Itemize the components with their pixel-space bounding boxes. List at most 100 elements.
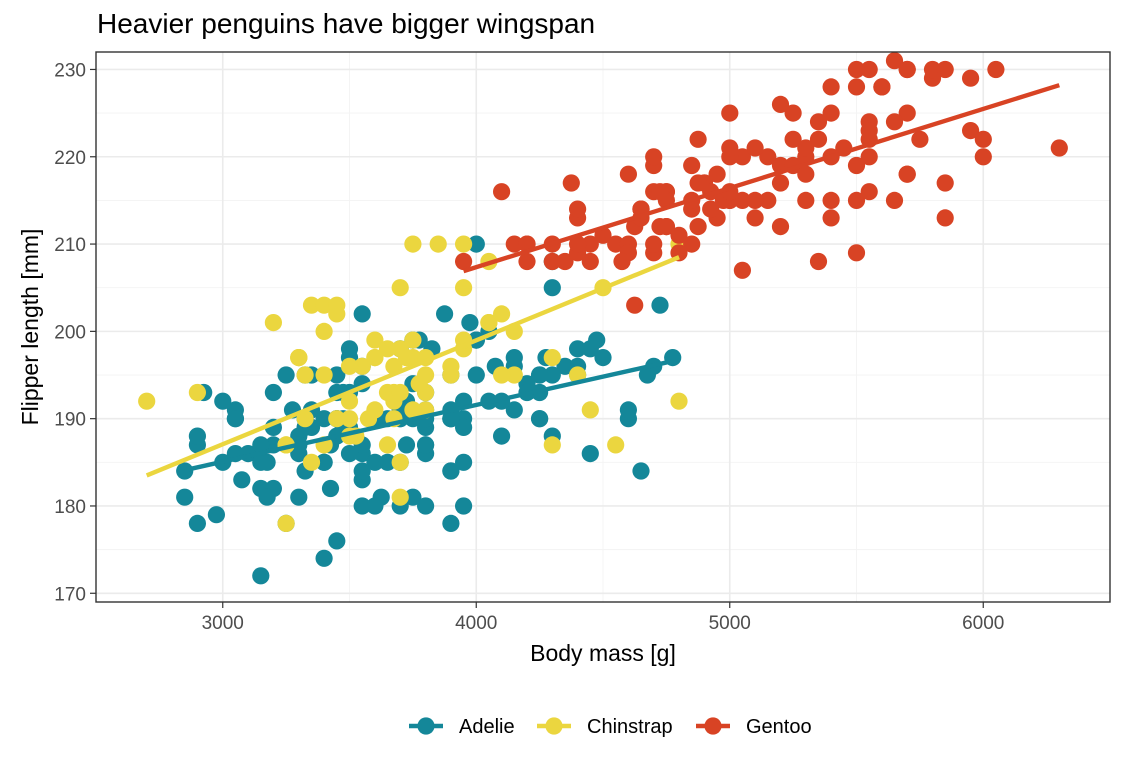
adelie-legend-label: Adelie [459, 716, 515, 738]
adelie-point [290, 488, 308, 506]
adelie-point [353, 305, 371, 323]
gentoo-legend-key-point [704, 717, 722, 735]
grid [95, 52, 1111, 602]
chinstrap-point [455, 279, 473, 297]
adelie-point [264, 383, 282, 402]
gentoo-point [733, 191, 752, 209]
y-tick-label: 200 [54, 322, 86, 343]
chinstrap-legend-label: Chinstrap [587, 716, 673, 738]
adelie-point [328, 532, 346, 550]
gentoo-point [721, 104, 739, 122]
adelie-point [505, 349, 523, 367]
adelie-point [214, 392, 232, 410]
adelie-point [581, 445, 599, 463]
y-tick-label: 190 [54, 410, 86, 431]
adelie-point [315, 410, 333, 428]
chinstrap-point [404, 401, 422, 419]
chinstrap-point [378, 436, 397, 454]
gentoo-point [708, 165, 726, 183]
gentoo-point [746, 191, 764, 209]
chinstrap-point [391, 453, 409, 471]
chinstrap-point [340, 410, 359, 428]
adelie-point [594, 349, 612, 367]
adelie-point [404, 488, 422, 506]
chinstrap-point [315, 296, 333, 314]
adelie-point [258, 488, 276, 506]
y-tick-label: 170 [54, 584, 86, 605]
adelie-point [258, 453, 276, 471]
gentoo-point [683, 235, 701, 253]
adelie-point [442, 514, 460, 533]
gentoo-point [689, 130, 707, 148]
gentoo-point [683, 156, 701, 175]
gentoo-point [822, 104, 840, 122]
gentoo-point [822, 209, 840, 227]
chinstrap-point [366, 331, 384, 349]
gentoo-point [860, 122, 878, 140]
adelie-point [442, 410, 460, 428]
gentoo-point [784, 130, 802, 148]
gentoo-point [613, 252, 631, 271]
adelie-point [176, 488, 194, 506]
gentoo-point [936, 209, 954, 227]
gentoo-point [746, 139, 764, 157]
gentoo-point [898, 165, 916, 183]
chinstrap-point [315, 366, 333, 384]
chinstrap-point [455, 235, 473, 253]
adelie-point [321, 479, 340, 498]
chinstrap-point [670, 392, 688, 410]
y-tick-label: 180 [54, 497, 86, 518]
chinstrap-point [505, 366, 523, 384]
gentoo-point [746, 209, 764, 227]
gentoo-point [784, 104, 802, 122]
gentoo-point [797, 139, 815, 157]
adelie-point [233, 471, 251, 489]
chinstrap-point [366, 401, 384, 419]
gentoo-point [822, 78, 840, 96]
gentoo-point [455, 252, 473, 271]
gentoo-point [689, 218, 707, 236]
chinstrap-point [340, 392, 359, 410]
gentoo-point [809, 113, 828, 131]
y-axis-title: Flipper length [mm] [17, 229, 43, 426]
chinstrap-point [429, 235, 447, 253]
gentoo-point [911, 130, 929, 148]
adelie-point [531, 366, 549, 384]
gentoo-point [847, 244, 866, 262]
legend: Adelie Chinstrap Gentoo [409, 716, 812, 738]
gentoo-point [569, 235, 587, 253]
gentoo-point [847, 78, 866, 96]
gentoo-point [581, 235, 599, 253]
gentoo-point [962, 69, 980, 87]
gentoo-point [651, 183, 669, 201]
chinstrap-point [328, 296, 346, 314]
chinstrap-point [442, 366, 460, 384]
gentoo-point [822, 191, 840, 209]
gentoo-point [936, 174, 954, 192]
adelie-point [569, 340, 587, 358]
adelie-point [556, 357, 574, 375]
adelie-point [353, 497, 371, 515]
gentoo-point [923, 60, 942, 79]
gentoo-point [898, 104, 916, 122]
gentoo-point [885, 191, 904, 209]
gentoo-point [569, 200, 587, 218]
chinstrap-point [391, 488, 409, 506]
adelie-point [315, 453, 333, 471]
adelie-point [366, 497, 384, 515]
chinstrap-point [480, 314, 498, 332]
chinstrap-point [188, 383, 206, 402]
adelie-point [378, 453, 397, 471]
gentoo-point [873, 78, 891, 96]
adelie-point [366, 453, 384, 471]
chinstrap-point [607, 436, 625, 454]
adelie-point [252, 567, 270, 585]
adelie-point [417, 497, 435, 515]
gentoo-point [885, 52, 904, 70]
adelie-point [531, 410, 549, 428]
adelie-point [543, 366, 561, 384]
adelie-point [619, 401, 638, 419]
gentoo-point [657, 218, 676, 236]
